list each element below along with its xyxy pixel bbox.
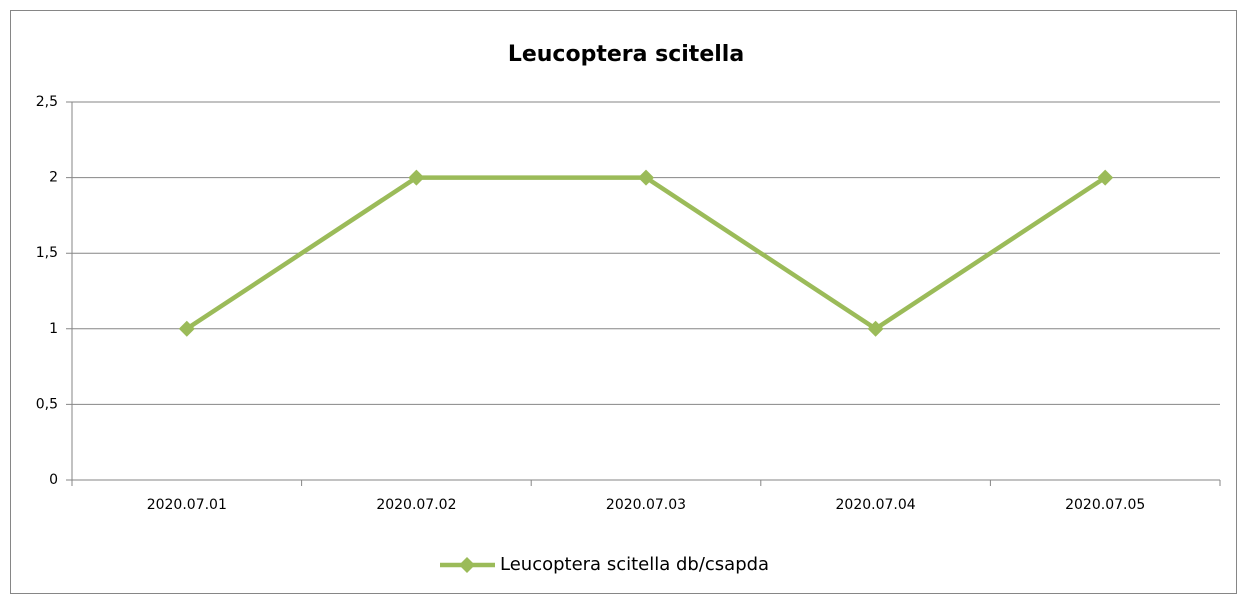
x-tick-label: 2020.07.03 xyxy=(606,497,686,513)
y-tick-label: 1 xyxy=(49,321,58,337)
y-tick-label: 0 xyxy=(49,472,58,488)
point-marker xyxy=(408,169,425,186)
y-tick-label: 0,5 xyxy=(36,396,58,412)
legend-label: Leucoptera scitella db/csapda xyxy=(500,554,769,575)
x-tick-label: 2020.07.02 xyxy=(376,497,456,513)
x-tick-label: 2020.07.04 xyxy=(836,497,916,513)
point-marker xyxy=(638,169,654,186)
point-marker xyxy=(1097,169,1114,186)
chart-border xyxy=(10,10,1237,594)
x-tick-label: 2020.07.01 xyxy=(147,497,227,513)
chart-title: Leucoptera scitella xyxy=(508,42,744,67)
point-marker xyxy=(178,320,195,337)
x-tick-label: 2020.07.05 xyxy=(1065,497,1145,513)
point-marker xyxy=(867,320,884,337)
y-tick-label: 2 xyxy=(49,170,58,186)
y-tick-label: 1,5 xyxy=(36,245,58,261)
legend-marker xyxy=(459,557,475,573)
y-tick-label: 2,5 xyxy=(36,94,58,110)
